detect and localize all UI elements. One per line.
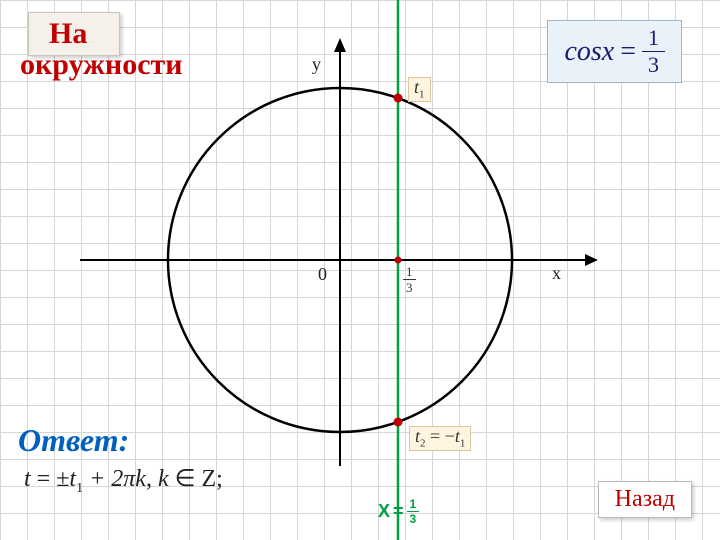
equation-lhs: cosx — [564, 36, 614, 68]
back-button[interactable]: Назад — [598, 481, 692, 518]
answer-formula: t = ±t1 + 2πk, k ∈ Z; — [24, 464, 223, 497]
y-axis-label: у — [312, 54, 321, 75]
t2-label: t2 = −t1 — [409, 426, 471, 451]
origin-label: 0 — [318, 264, 327, 285]
x-axis-arrow — [585, 254, 598, 266]
x-equals-fraction: 1 3 — [407, 498, 420, 525]
y-axis-arrow — [334, 38, 346, 52]
equation-den: 3 — [642, 52, 665, 76]
one-third-label: 1 3 — [403, 265, 416, 294]
title-overflow: окружности — [20, 48, 183, 82]
x-axis-label: х — [552, 263, 561, 284]
equation-box: cosx = 1 3 — [547, 20, 682, 83]
equation-num: 1 — [642, 27, 665, 52]
equation-eq: = — [620, 36, 636, 68]
x-equals-label: Х = 1 3 — [378, 498, 419, 525]
title-text: На — [49, 17, 87, 50]
x-intercept-dot — [395, 257, 402, 264]
equation-fraction: 1 3 — [642, 27, 665, 76]
answer-label: Ответ: — [18, 422, 129, 459]
frac-num: 1 — [403, 265, 416, 280]
frac-den: 3 — [403, 280, 416, 294]
intersection-t2 — [394, 418, 403, 427]
intersection-t1 — [394, 94, 403, 103]
t1-label: t1 — [408, 77, 431, 102]
